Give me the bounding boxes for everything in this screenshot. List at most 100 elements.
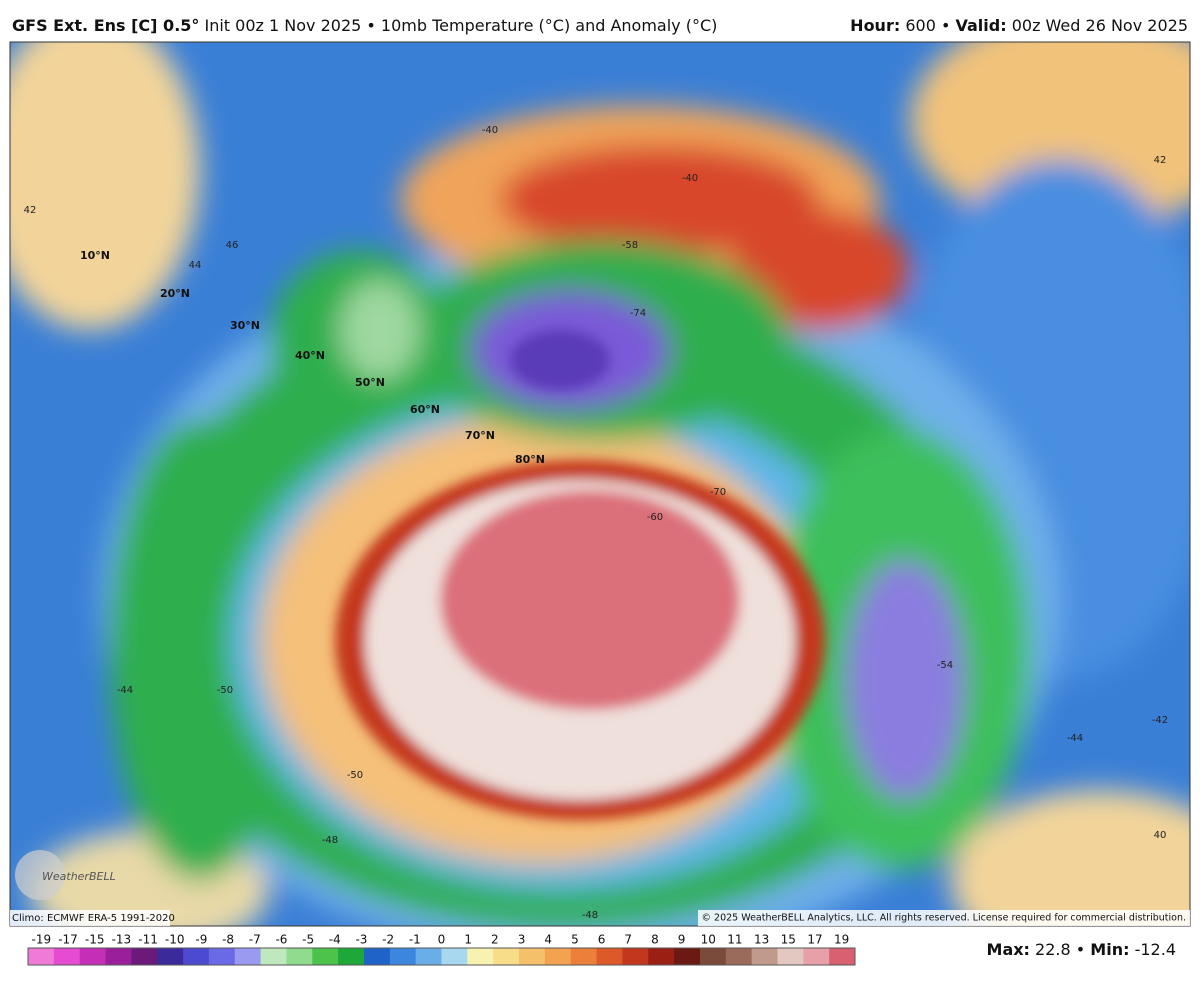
- colorbar-label: 6: [598, 933, 606, 947]
- contour-label: -48: [322, 835, 338, 846]
- min-label: Min:: [1090, 940, 1129, 959]
- colorbar-segment: [363, 948, 391, 965]
- colorbar-segment: [286, 948, 313, 965]
- colorbar-segment: [183, 948, 210, 965]
- colorbar-segment: [79, 948, 107, 965]
- colorbar-label: 7: [624, 933, 632, 947]
- colorbar-label: 1: [464, 933, 472, 947]
- colorbar-label: 4: [544, 933, 552, 947]
- header-left: GFS Ext. Ens [C] 0.5° Init 00z 1 Nov 202…: [12, 16, 717, 35]
- colorbar-label: 13: [754, 933, 769, 947]
- contour-label: -40: [482, 125, 498, 136]
- contour-label: 42: [24, 205, 37, 216]
- colorbar-segment: [648, 948, 675, 965]
- colorbar-segment: [751, 948, 778, 965]
- colorbar-label: -13: [112, 933, 132, 947]
- colorbar-label: -2: [382, 933, 394, 947]
- model: GFS Ext. Ens [C] 0.5°: [12, 16, 199, 35]
- contour-label: -58: [622, 240, 638, 251]
- colorbar-segment: [622, 948, 649, 965]
- colorbar-segment: [28, 948, 55, 965]
- colorbar-segment: [725, 948, 753, 965]
- climo: Climo: ECMWF ERA-5 1991-2020: [12, 913, 175, 924]
- colorbar-label: -1: [409, 933, 421, 947]
- contour-label: -40: [682, 173, 698, 184]
- contour-label: -44: [117, 685, 133, 696]
- contour-label: -74: [630, 308, 646, 319]
- colorbar-label: -17: [58, 933, 78, 947]
- latitude-label: 60°N: [410, 403, 440, 416]
- logo: WeatherBELL: [42, 870, 116, 883]
- colorbar-label: -8: [222, 933, 234, 947]
- contour-label: -60: [647, 512, 663, 523]
- contour-label: 40: [1154, 830, 1167, 841]
- colorbar-label: 3: [518, 933, 526, 947]
- colorbar-segment: [674, 948, 701, 965]
- colorbar-segment: [596, 948, 623, 965]
- hour-value: 600 •: [905, 16, 950, 35]
- climo-bg: [10, 910, 170, 926]
- colorbar-label: 19: [834, 933, 849, 947]
- colorbar-label: 8: [651, 933, 659, 947]
- copyright: © 2025 WeatherBELL Analytics, LLC. All r…: [702, 913, 1186, 924]
- contour-label: -42: [1152, 715, 1168, 726]
- colorbar-label: -3: [355, 933, 367, 947]
- colorbar-segment: [519, 948, 546, 965]
- header-right: Hour: 600 • Valid: 00z Wed 26 Nov 2025: [850, 16, 1188, 35]
- colorbar-segment: [467, 948, 494, 965]
- contour-label: -44: [1067, 733, 1083, 744]
- colorbar-segment: [260, 948, 287, 965]
- contour-label: 42: [1154, 155, 1167, 166]
- contour-label: -48: [582, 910, 598, 921]
- colorbar-label: -9: [195, 933, 207, 947]
- latitude-label: 40°N: [295, 349, 325, 362]
- colorbar-label: 15: [781, 933, 796, 947]
- colorbar-segment: [777, 948, 804, 965]
- colorbar-segment: [415, 948, 442, 965]
- latitude-label: 70°N: [465, 429, 495, 442]
- colorbar-segment: [829, 948, 856, 965]
- colorbar-label: 0: [438, 933, 446, 947]
- colorbar-segment: [53, 948, 81, 965]
- colorbar-label: 5: [571, 933, 579, 947]
- colorbar-segment: [131, 948, 158, 965]
- colorbar-frame: [27, 947, 856, 966]
- max-label: Max:: [987, 940, 1030, 959]
- description: Init 00z 1 Nov 2025 • 10mb Temperature (…: [205, 16, 718, 35]
- contour-label: 46: [226, 240, 239, 251]
- hour-label: Hour:: [850, 16, 900, 35]
- contour-label: 44: [189, 260, 202, 271]
- contour-label: -50: [347, 770, 363, 781]
- colorbar-label: -7: [249, 933, 261, 947]
- map-frame: [9, 41, 1191, 927]
- colorbar-segment: [208, 948, 236, 965]
- min-value: -12.4: [1135, 940, 1176, 959]
- colorbar-segment: [234, 948, 262, 965]
- contour-label: -54: [937, 660, 953, 671]
- latitude-label: 20°N: [160, 287, 190, 300]
- colorbar-segment: [493, 948, 520, 965]
- colorbar-label: 9: [678, 933, 686, 947]
- colorbar-segment: [441, 948, 468, 965]
- map: [10, 42, 1190, 926]
- colorbar-label: -4: [329, 933, 341, 947]
- stats: Max: 22.8 • Min: -12.4: [987, 940, 1176, 959]
- colorbar-label: 2: [491, 933, 499, 947]
- colorbar-label: 10: [701, 933, 716, 947]
- colorbar-segment: [105, 948, 132, 965]
- colorbar-segment: [803, 948, 830, 965]
- logo-icon: [15, 850, 65, 900]
- colorbar-segment: [544, 948, 572, 965]
- latitude-label: 50°N: [355, 376, 385, 389]
- colorbar-label: -6: [275, 933, 287, 947]
- colorbar-label: 11: [727, 933, 742, 947]
- colorbar-label: -15: [85, 933, 105, 947]
- valid-value: 00z Wed 26 Nov 2025: [1012, 16, 1188, 35]
- valid-label: Valid:: [955, 16, 1006, 35]
- colorbar-label: 17: [807, 933, 822, 947]
- colorbar-label: -11: [138, 933, 158, 947]
- colorbar-segment: [157, 948, 184, 965]
- colorbar-segment: [312, 948, 339, 965]
- colorbar-segment: [389, 948, 417, 965]
